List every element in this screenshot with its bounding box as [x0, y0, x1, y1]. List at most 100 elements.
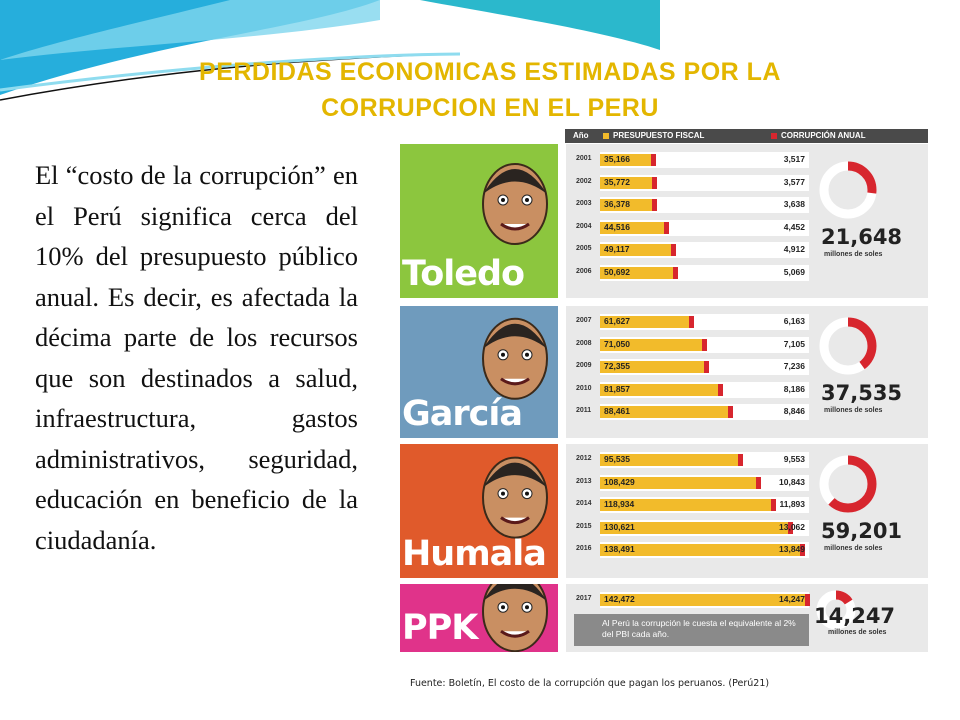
fiscal-bar [600, 316, 689, 328]
donut-arc [819, 317, 877, 375]
fiscal-bar [600, 199, 653, 211]
corruption-value: 7,236 [783, 361, 805, 371]
total-unit: millones de soles [828, 629, 887, 636]
year-label: 2004 [576, 222, 592, 230]
fiscal-bar [600, 221, 665, 234]
period-total: 37,535 [821, 380, 903, 405]
caricature-portrait: Humala [400, 444, 558, 578]
data-area: 2007 61,627 6,163 2008 71,050 7,105 2009 72,355… [566, 306, 928, 438]
year-label: 2010 [576, 384, 592, 392]
data-area: 2017 142,472 14,247 Al Perú la corrupción l… [566, 584, 928, 652]
caricature-icon [482, 317, 548, 400]
donut-gauge [819, 161, 877, 219]
fiscal-bar [600, 383, 718, 396]
fiscal-value: 49,117 [604, 244, 630, 254]
year-row: 2008 71,050 7,105 [574, 336, 809, 353]
year-row: 2015 130,621 13,062 [574, 519, 809, 536]
fiscal-value: 130,621 [604, 521, 635, 532]
year-row: 2013 108,429 10,843 [574, 474, 809, 491]
corruption-value: 3,517 [783, 154, 805, 164]
corruption-bar [702, 338, 708, 351]
corruption-value: 8,186 [783, 383, 805, 394]
chart-legend-header: Año PRESUPUESTO FISCAL CORRUPCIÓN ANUAL [565, 129, 928, 143]
caricature-icon [482, 163, 548, 245]
year-label: 2007 [576, 317, 592, 324]
corruption-bar [727, 406, 733, 418]
corruption-bar [688, 316, 694, 328]
year-label: 2003 [576, 200, 592, 207]
fiscal-legend-label: PRESUPUESTO FISCAL [613, 131, 705, 140]
fiscal-bar [600, 154, 651, 166]
caricature-portrait: Toledo [400, 144, 558, 298]
corruption-value: 3,577 [783, 176, 805, 187]
fiscal-bar [600, 266, 674, 279]
corruption-value: 14,247 [779, 594, 805, 604]
data-area: 2012 95,535 9,553 2013 108,429 10,843 2014 118,… [566, 444, 928, 578]
year-label: 2002 [576, 177, 592, 185]
year-row: 2009 72,355 7,236 [574, 359, 809, 375]
panel-ppk: PPK 2017 142,472 14,247 Al Perú la corrupció… [400, 570, 928, 653]
year-label: 2009 [576, 362, 592, 369]
caricature-portrait: García [400, 306, 558, 438]
donut-arc [816, 590, 856, 630]
president-name: PPK [402, 608, 478, 648]
corruption-value: 5,069 [783, 266, 805, 277]
corruption-bar [788, 521, 794, 534]
donut-arc [819, 455, 877, 513]
fiscal-value: 138,491 [604, 544, 635, 554]
year-row: 2012 95,535 9,553 [574, 452, 809, 468]
slide-header-decoration [0, 0, 660, 101]
fiscal-legend-swatch [603, 133, 609, 139]
year-label: 2011 [576, 407, 592, 414]
year-row: 2004 44,516 4,452 [574, 219, 809, 236]
corruption-value: 11,893 [779, 499, 805, 509]
corruption-value: 9,553 [783, 454, 805, 464]
corruption-bar [756, 476, 762, 489]
corruption-value: 3,638 [783, 199, 805, 209]
president-name: Toledo [402, 254, 525, 294]
fiscal-bar [600, 454, 738, 466]
fiscal-bar [600, 406, 728, 418]
fiscal-value: 71,050 [604, 338, 630, 349]
light-curve [0, 52, 461, 92]
fiscal-bar [600, 521, 789, 534]
fiscal-value: 36,378 [604, 199, 630, 209]
president-name: Humala [402, 534, 547, 574]
caricature-portrait: PPK [400, 570, 558, 653]
corruption-value: 8,846 [783, 406, 805, 416]
fiscal-bar [600, 176, 652, 189]
year-label: 2012 [576, 455, 592, 462]
corruption-bar [799, 544, 805, 556]
fiscal-bar [600, 361, 705, 373]
total-unit: millones de soles [824, 406, 883, 414]
year-row: 2003 36,378 3,638 [574, 197, 809, 213]
corruption-infographic: Año PRESUPUESTO FISCAL CORRUPCIÓN ANUAL … [400, 128, 928, 653]
fiscal-value: 50,692 [604, 266, 630, 277]
corruption-bar [673, 266, 679, 279]
fiscal-value: 72,355 [604, 361, 630, 371]
corruption-bar [651, 176, 657, 189]
period-total: 14,247 [814, 604, 896, 628]
fiscal-value: 88,461 [604, 406, 630, 416]
ppk-note: Al Perú la corrupción le cuesta el equiv… [602, 618, 796, 639]
donut-gauge [819, 455, 877, 513]
fiscal-value: 35,166 [604, 154, 630, 164]
panel-toledo: Toledo 2001 35,166 3,517 2002 35,772 3,577 2003… [400, 144, 928, 298]
fiscal-value: 81,857 [604, 383, 630, 394]
corruption-bar [664, 221, 670, 234]
total-unit: millones de soles [824, 251, 883, 259]
light-wave-left [0, 0, 380, 60]
donut-gauge [816, 590, 856, 630]
year-row: 2011 88,461 8,846 [574, 404, 809, 420]
corruption-value: 10,843 [779, 476, 805, 487]
year-row: 2001 35,166 3,517 [574, 152, 809, 168]
year-row: 2006 50,692 5,069 [574, 264, 809, 281]
corruption-bar [704, 361, 710, 373]
year-row: 2014 118,934 11,893 [574, 497, 809, 513]
corruption-bar [771, 499, 777, 511]
corruption-legend-label: CORRUPCIÓN ANUAL [781, 131, 866, 140]
year-row: 2010 81,857 8,186 [574, 381, 809, 398]
fiscal-bar [600, 338, 703, 351]
corruption-legend-swatch [771, 133, 777, 139]
corruption-bar [737, 454, 743, 466]
